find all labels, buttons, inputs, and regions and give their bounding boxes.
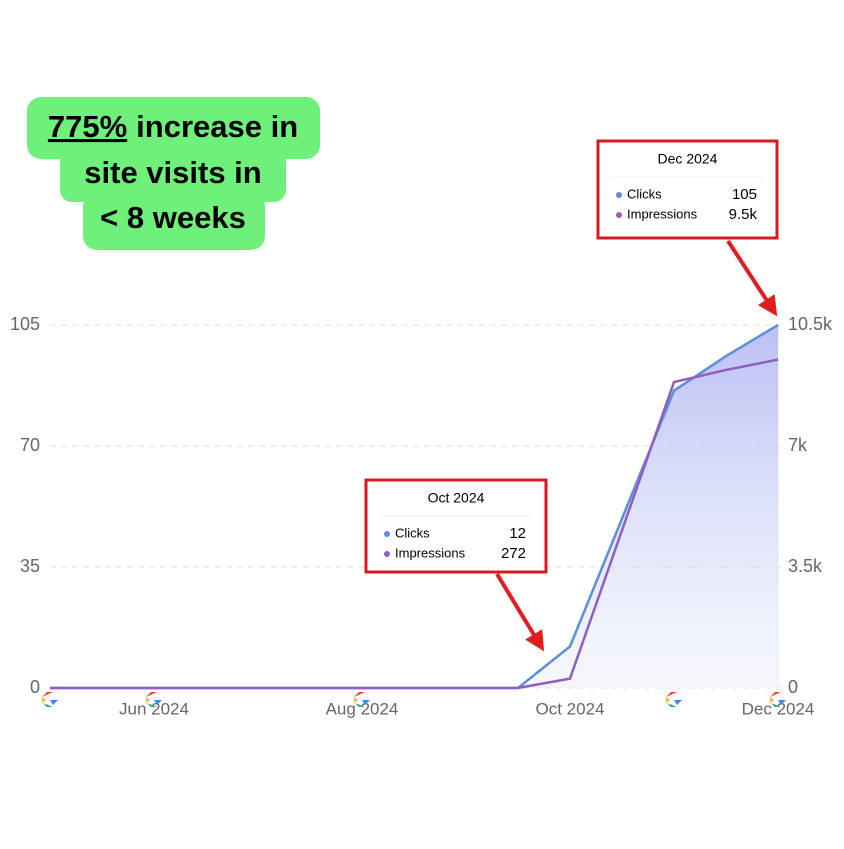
x-tick-label: Aug 2024	[326, 699, 399, 718]
google-icon-part	[770, 692, 781, 697]
tooltip-dot	[616, 192, 622, 198]
tooltip-value: 105	[732, 186, 757, 203]
google-icon-part	[770, 697, 774, 703]
y2-tick-label: 3.5k	[788, 556, 823, 576]
tooltip-box	[596, 139, 779, 240]
google-icon-part	[354, 692, 365, 697]
series-line	[50, 358, 779, 690]
google-icon-part	[50, 700, 58, 705]
google-icon	[42, 692, 58, 707]
arrow	[495, 572, 545, 652]
tooltip-label: Clicks	[395, 525, 430, 540]
y-tick-label: 70	[20, 435, 40, 455]
google-icon-part	[354, 697, 358, 703]
arrow	[726, 239, 778, 317]
headline-line: < 8 weeks	[100, 200, 246, 235]
tooltip-value: 272	[501, 545, 526, 562]
google-icon-part	[42, 692, 53, 697]
y-tick-label: 105	[10, 314, 40, 334]
google-icon-part	[154, 700, 162, 705]
google-icon-part	[355, 703, 365, 707]
google-icon-part	[146, 697, 150, 703]
tooltip-label: Impressions	[627, 206, 698, 221]
y2-tick-label: 7k	[788, 435, 808, 455]
x-tick-label: Jun 2024	[119, 699, 189, 718]
google-icon-part	[666, 697, 670, 703]
tooltip-dot	[616, 212, 622, 218]
google-icon	[666, 692, 682, 707]
google-icon-part	[362, 700, 370, 705]
google-icon-part	[43, 703, 53, 707]
tooltip-label: Clicks	[627, 186, 662, 201]
tooltip-label: Impressions	[395, 545, 466, 560]
google-icon-part	[667, 703, 677, 707]
google-icon	[354, 692, 370, 707]
tooltip-dot	[384, 551, 390, 557]
headline-highlight: 775%	[48, 109, 127, 144]
google-icon-part	[771, 703, 781, 707]
tooltip-value: 9.5k	[729, 206, 758, 223]
x-tick-label: Dec 2024	[742, 699, 815, 718]
tooltip-title: Dec 2024	[658, 151, 718, 167]
tooltip-title: Oct 2024	[428, 490, 485, 506]
headline-text: increase in	[136, 109, 298, 144]
google-icon	[770, 692, 786, 707]
area	[50, 325, 778, 688]
y2-tick-label: 10.5k	[788, 314, 833, 334]
tooltip-box	[364, 478, 548, 574]
y2-tick-label: 0	[788, 677, 798, 697]
google-icon-part	[42, 697, 46, 703]
headline-line: 775% increase in	[48, 109, 298, 144]
google-icon-part	[146, 692, 157, 697]
y-tick-label: 35	[20, 556, 40, 576]
headline-line: site visits in	[84, 155, 261, 190]
tooltip-dot	[384, 531, 390, 537]
x-tick-label: Oct 2024	[536, 699, 605, 718]
google-icon-part	[147, 703, 157, 707]
headline-box	[27, 97, 320, 250]
google-icon	[146, 692, 162, 707]
y-tick-label: 0	[30, 677, 40, 697]
tooltip-value: 12	[509, 525, 526, 542]
google-icon-part	[674, 700, 682, 705]
annotations: Oct 2024 Clicks 12 Impressions 272 Dec 2024 Cl…	[364, 139, 779, 652]
google-icon-part	[666, 692, 677, 697]
google-icon-part	[778, 700, 786, 705]
plot: 0 35 70 105 0 3.5k 7k 10.5k Jun 2024 Aug 2024 Oct …	[10, 314, 833, 719]
